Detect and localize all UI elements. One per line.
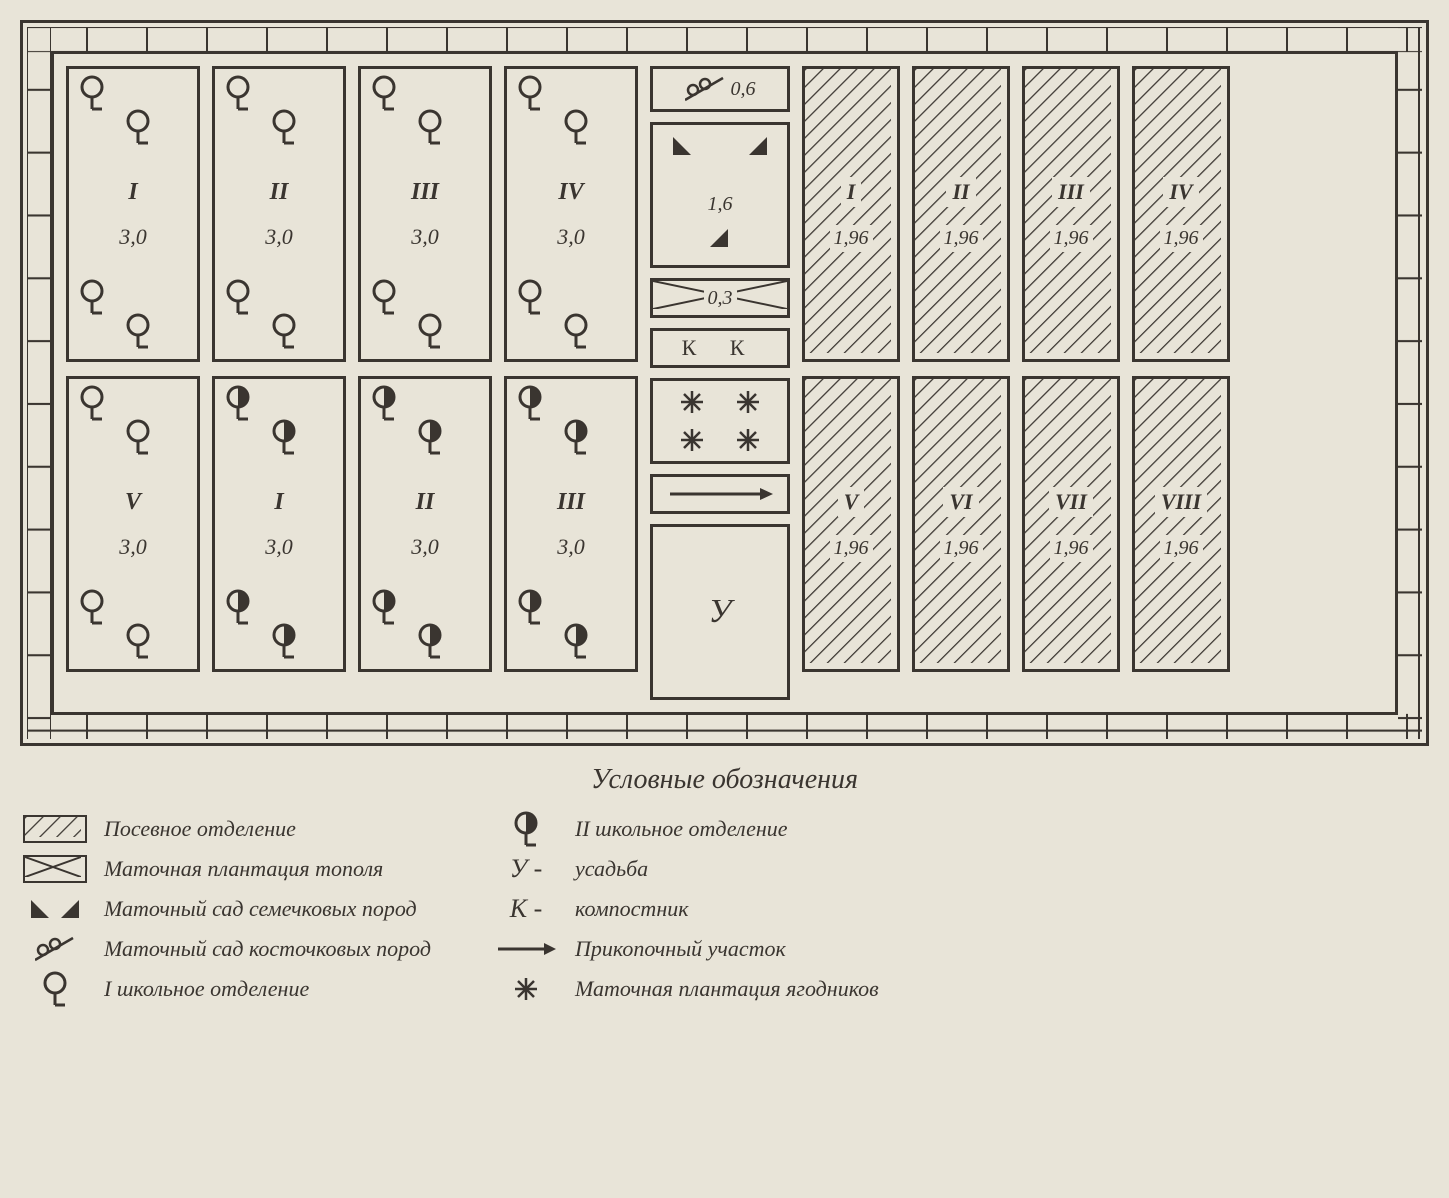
seed-plot: I1,96: [802, 66, 900, 362]
legend-text: I школьное отделение: [104, 976, 309, 1002]
legend: Посевное отделение Маточная плантация топ…: [20, 814, 1429, 1004]
legend-item: Маточный сад косточковых пород: [20, 934, 431, 964]
school-plot: II3,0: [212, 66, 346, 362]
right-bottom-row: V1,96 VI1,96 VII1,96 VIII1,96: [802, 376, 1230, 672]
legend-item: У - усадьба: [491, 854, 879, 884]
legend-left-col: Посевное отделение Маточная плантация топ…: [20, 814, 431, 1004]
seed-plot: III1,96: [1022, 66, 1120, 362]
middle-box-text-large: У: [650, 524, 790, 700]
legend-symbol-cross: [20, 854, 90, 884]
diagram-container: I3,0 II3,0 III3,0: [20, 20, 1429, 1004]
brick-border: I3,0 II3,0 III3,0: [27, 27, 1422, 739]
legend-item: Прикопочный участок: [491, 934, 879, 964]
seed-plot: V1,96: [802, 376, 900, 672]
legend-title: Условные обозначения: [20, 764, 1429, 796]
legend-symbol-cherry: [20, 934, 90, 964]
legend-text: Маточный сад косточковых пород: [104, 936, 431, 962]
school-plot: I3,0: [66, 66, 200, 362]
school-plot: III3,0: [358, 66, 492, 362]
left-section: I3,0 II3,0 III3,0: [66, 66, 638, 700]
legend-text: Маточный сад семечковых пород: [104, 896, 417, 922]
right-top-row: I1,96 II1,96 III1,96 IV1,96: [802, 66, 1230, 362]
legend-text: II школьное отделение: [575, 816, 788, 842]
legend-item: II школьное отделение: [491, 814, 879, 844]
seed-plot: II1,96: [912, 66, 1010, 362]
legend-symbol-triangles: [20, 894, 90, 924]
legend-symbol-letter-u: У -: [491, 854, 561, 884]
school-plot: I3,0: [212, 376, 346, 672]
legend-symbol-arrow: [491, 934, 561, 964]
inner-layout: I3,0 II3,0 III3,0: [51, 51, 1398, 715]
right-section: I1,96 II1,96 III1,96 IV1,96 V1,96 VI1,96…: [802, 66, 1230, 700]
school-plot: III3,0: [504, 376, 638, 672]
middle-column: 0,6 1,6 0,3 К К У: [650, 66, 790, 700]
seed-plot: VII1,96: [1022, 376, 1120, 672]
legend-symbol-hatch: [20, 814, 90, 844]
middle-box-arrow: [650, 474, 790, 514]
legend-text: компостник: [575, 896, 689, 922]
plan-outer: I3,0 II3,0 III3,0: [20, 20, 1429, 746]
legend-symbol-tree-half: [491, 814, 561, 844]
legend-symbol-tree-open: [20, 974, 90, 1004]
legend-text: усадьба: [575, 856, 648, 882]
middle-box-cherry: 0,6: [650, 66, 790, 112]
legend-symbol-star: [491, 974, 561, 1004]
legend-text: Маточная плантация ягодников: [575, 976, 879, 1002]
legend-text: Посевное отделение: [104, 816, 296, 842]
middle-box-text: К К: [650, 328, 790, 368]
legend-symbol-letter-k: К -: [491, 894, 561, 924]
school-plot: V3,0: [66, 376, 200, 672]
seed-plot: VIII1,96: [1132, 376, 1230, 672]
legend-item: Маточный сад семечковых пород: [20, 894, 431, 924]
legend-text: Маточная плантация тополя: [104, 856, 383, 882]
middle-box-cross: 0,3: [650, 278, 790, 318]
legend-item: Маточная плантация ягодников: [491, 974, 879, 1004]
seed-plot: VI1,96: [912, 376, 1010, 672]
legend-item: I школьное отделение: [20, 974, 431, 1004]
legend-item: К - компостник: [491, 894, 879, 924]
school-plot: IV3,0: [504, 66, 638, 362]
legend-text: Прикопочный участок: [575, 936, 786, 962]
middle-box-triangles: 1,6: [650, 122, 790, 268]
left-top-row: I3,0 II3,0 III3,0: [66, 66, 638, 362]
school-plot: II3,0: [358, 376, 492, 672]
seed-plot: IV1,96: [1132, 66, 1230, 362]
legend-right-col: II школьное отделение У - усадьба К - компос…: [491, 814, 879, 1004]
middle-box-stars: [650, 378, 790, 464]
left-bottom-row: V3,0 I3,0 II3,0: [66, 376, 638, 672]
legend-item: Маточная плантация тополя: [20, 854, 431, 884]
legend-item: Посевное отделение: [20, 814, 431, 844]
